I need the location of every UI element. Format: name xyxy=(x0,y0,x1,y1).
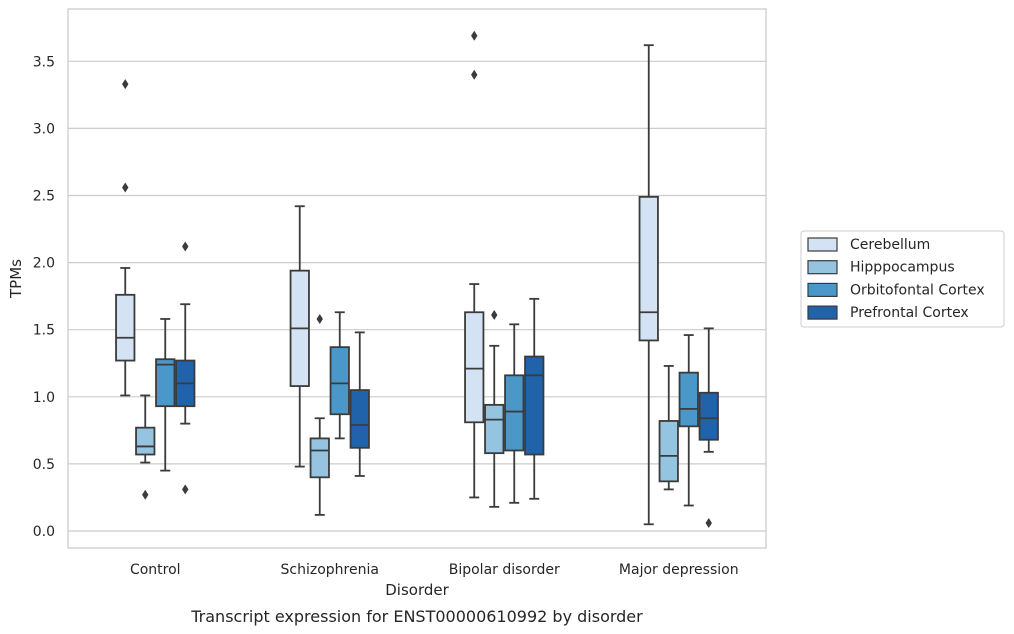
box-cerebellum-bipolar-disorder xyxy=(464,30,485,499)
x-tick-label: Major depression xyxy=(619,562,739,578)
x-tick-label: Schizophrenia xyxy=(281,562,379,578)
x-axis-title: Disorder xyxy=(385,581,449,599)
legend-swatch xyxy=(807,305,838,320)
x-tick-label: Bipolar disorder xyxy=(449,562,560,578)
box-iqr xyxy=(504,374,525,452)
outlier-point xyxy=(182,484,189,495)
box-iqr xyxy=(658,420,679,483)
legend-label: Orbitofontal Cortex xyxy=(850,282,985,298)
box-iqr xyxy=(115,293,136,362)
box-prefrontal-cortex-major-depression xyxy=(698,327,719,528)
y-tick-label: 1.5 xyxy=(33,323,55,339)
box-hipppocampus-bipolar-disorder xyxy=(484,309,505,508)
y-tick-label: 2.0 xyxy=(33,256,55,272)
box-iqr xyxy=(698,391,719,441)
y-tick-label: 3.0 xyxy=(33,121,55,137)
box-iqr xyxy=(484,403,505,455)
box-hipppocampus-major-depression xyxy=(658,365,679,491)
box-iqr xyxy=(329,346,350,416)
box-iqr xyxy=(309,437,330,479)
y-tick-label: 0.0 xyxy=(33,524,55,540)
boxes xyxy=(115,30,719,528)
box-hipppocampus-schizophrenia xyxy=(309,313,330,516)
legend-frame xyxy=(800,230,1005,328)
outlier-point xyxy=(471,30,478,41)
box-orbitofontal-cortex-major-depression xyxy=(678,334,699,507)
box-orbitofontal-cortex-schizophrenia xyxy=(329,311,350,440)
x-tick-labels: Control Schizophrenia Bipolar disorder Majo… xyxy=(130,562,739,578)
outlier-point xyxy=(122,182,129,193)
y-tick-label: 1.0 xyxy=(33,390,55,406)
y-axis-title: TPMs xyxy=(7,259,25,299)
outlier-point xyxy=(705,517,712,528)
y-tick-label: 3.5 xyxy=(33,54,55,70)
box-cerebellum-major-depression xyxy=(638,44,659,526)
box-orbitofontal-cortex-bipolar-disorder xyxy=(504,323,525,504)
legend: Cerebellum Hipppocampus Orbitofontal Corte… xyxy=(800,230,1005,328)
box-iqr xyxy=(155,358,176,408)
plot-frame xyxy=(67,8,767,549)
outlier-point xyxy=(182,241,189,252)
box-iqr xyxy=(524,355,545,456)
outlier-point xyxy=(142,489,149,500)
y-tick-label: 0.5 xyxy=(33,457,55,473)
legend-label: Cerebellum xyxy=(850,237,930,253)
box-prefrontal-cortex-schizophrenia xyxy=(349,331,370,477)
legend-label: Hipppocampus xyxy=(850,260,955,276)
outlier-point xyxy=(471,69,478,80)
outlier-point xyxy=(491,309,498,320)
box-iqr xyxy=(349,389,370,449)
legend-label: Prefrontal Cortex xyxy=(850,305,969,321)
box-iqr xyxy=(638,195,659,342)
box-orbitofontal-cortex-control xyxy=(155,318,176,472)
chart-caption: Transcript expression for ENST0000061099… xyxy=(190,607,643,626)
box-iqr xyxy=(678,371,699,428)
box-cerebellum-control xyxy=(115,79,136,397)
y-tick-labels: 0.0 0.5 1.0 1.5 2.0 2.5 3.0 3.5 xyxy=(33,54,55,540)
y-tick-label: 2.5 xyxy=(33,189,55,205)
x-tick-label: Control xyxy=(130,562,181,578)
outlier-point xyxy=(122,79,129,90)
box-iqr xyxy=(135,426,156,456)
outlier-point xyxy=(316,313,323,324)
legend-swatch xyxy=(807,282,838,297)
legend-swatch xyxy=(807,237,838,252)
box-iqr xyxy=(464,311,485,424)
legend-swatch xyxy=(807,260,838,275)
box-cerebellum-schizophrenia xyxy=(289,205,310,468)
box-prefrontal-cortex-bipolar-disorder xyxy=(524,297,545,500)
box-hipppocampus-control xyxy=(135,394,156,500)
box-prefrontal-cortex-control xyxy=(175,241,196,495)
